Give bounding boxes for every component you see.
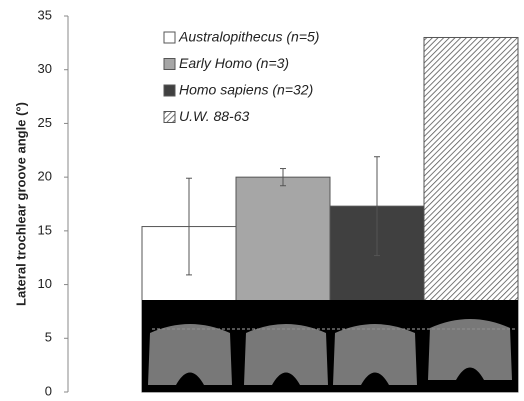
- y-tick-label: 15: [38, 222, 52, 237]
- y-tick-label: 25: [38, 115, 52, 130]
- legend-swatch: [164, 59, 175, 70]
- y-tick-label: 35: [38, 7, 52, 22]
- y-tick-label: 20: [38, 169, 52, 184]
- legend-swatch: [164, 32, 175, 43]
- chart: Lateral trochlear groove angle (°) 0 5 10 1…: [0, 0, 524, 401]
- y-tick-label: 0: [45, 383, 52, 398]
- legend-swatch: [164, 112, 175, 123]
- legend-label: Homo sapiens (n=32): [179, 82, 313, 98]
- legend-label: Early Homo (n=3): [179, 55, 289, 71]
- y-axis-label: Lateral trochlear groove angle (°): [13, 102, 28, 306]
- y-tick-label: 10: [38, 276, 52, 291]
- legend-label: Australopithecus (n=5): [178, 29, 319, 45]
- y-tick-label: 30: [38, 61, 52, 76]
- legend-swatch: [164, 85, 175, 96]
- y-tick-label: 5: [45, 330, 52, 345]
- legend-label: U.W. 88-63: [179, 108, 249, 124]
